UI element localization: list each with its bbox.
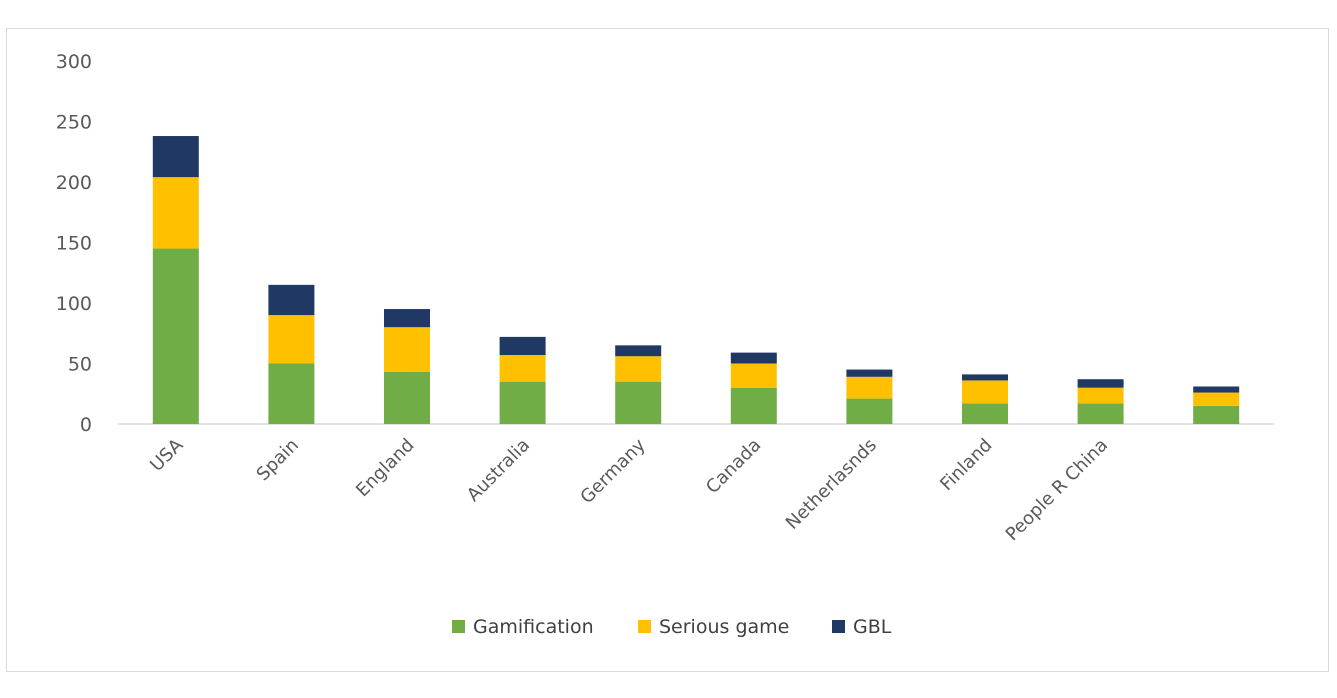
bar-segment-serious-game (962, 380, 1008, 404)
x-category-label: Finland (936, 435, 996, 495)
y-tick-label: 100 (56, 293, 92, 315)
legend-swatch-gbl (832, 620, 845, 633)
x-category-label: England (352, 435, 419, 502)
bar-segment-gbl (730, 352, 777, 364)
bar-segment-gamification (268, 363, 315, 424)
legend-label-gamification: Gamification (473, 616, 594, 638)
x-category-label: USA (146, 434, 188, 476)
bar-segment-gamification (1193, 405, 1240, 424)
bar-segment-gamification (384, 371, 430, 424)
bar-segment-gbl (384, 309, 430, 328)
bar-segment-serious-game (152, 177, 199, 249)
bar-segment-serious-game (384, 327, 430, 372)
bar-segment-gbl (846, 369, 893, 377)
bar-segment-gamification (615, 381, 662, 424)
bar-segment-gamification (730, 387, 777, 424)
bar-segment-serious-game (846, 376, 893, 399)
legend-label-serious-game: Serious game (659, 616, 789, 638)
y-tick-label: 250 (56, 112, 92, 134)
bar-segment-gamification (499, 381, 546, 424)
bars (152, 136, 1240, 424)
bar-segment-gbl (962, 374, 1008, 381)
bar-segment-serious-game (1193, 392, 1240, 406)
x-category-label: People R China (1002, 435, 1112, 545)
bar-segment-serious-game (268, 315, 315, 364)
y-tick-label: 0 (80, 414, 92, 436)
x-category-label: Canada (702, 435, 765, 498)
bar-segment-gamification (152, 248, 199, 424)
bar-segment-gbl (1193, 386, 1240, 393)
bar-segment-serious-game (1077, 387, 1124, 404)
x-category-label: Spain (253, 435, 303, 485)
y-tick-label: 50 (68, 354, 92, 376)
x-category-label: Netherlasnds (782, 435, 881, 534)
bar-segment-gamification (1077, 403, 1124, 424)
x-category-label: Australia (463, 435, 534, 506)
bar-segment-gbl (268, 284, 315, 316)
y-tick-label: 150 (56, 233, 92, 255)
bar-segment-gbl (1077, 379, 1124, 388)
x-category-label: Germany (576, 434, 650, 508)
caption-strip (0, 688, 1337, 698)
bar-segment-gamification (962, 403, 1008, 424)
y-tick-label: 300 (56, 51, 92, 73)
bar-segment-gbl (499, 336, 546, 356)
bar-segment-gamification (846, 398, 893, 424)
legend-swatch-gamification (452, 620, 465, 633)
x-axis-labels: USA Spain England Australia Germany Canada Net… (146, 434, 1112, 545)
chart-frame (6, 28, 1329, 672)
bar-segment-serious-game (730, 363, 777, 388)
bar-segment-gbl (615, 345, 662, 357)
legend-label-gbl: GBL (853, 616, 892, 638)
bar-segment-serious-game (499, 355, 546, 382)
legend: Gamification Serious game GBL (452, 616, 892, 638)
legend-swatch-serious-game (638, 620, 651, 633)
y-tick-label: 200 (56, 172, 92, 194)
bar-segment-gbl (152, 136, 199, 178)
y-axis-labels: 0 50 100 150 200 250 300 (56, 51, 92, 436)
bar-segment-serious-game (615, 356, 662, 382)
